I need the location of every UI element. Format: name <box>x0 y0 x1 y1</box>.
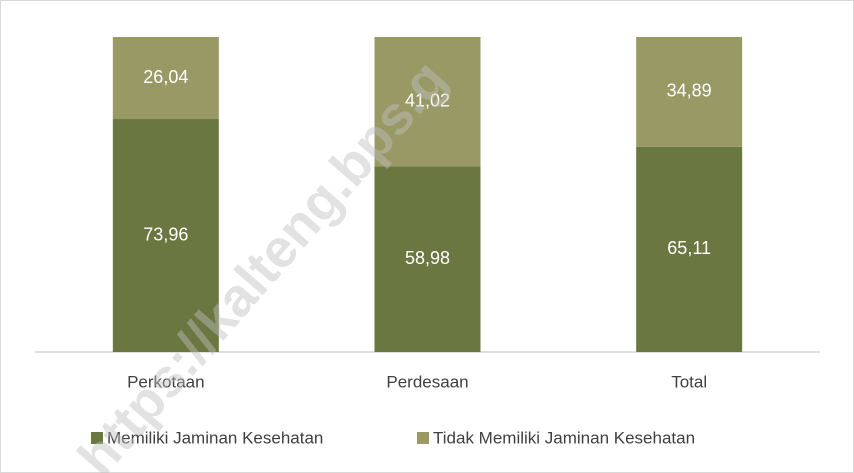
x-tick-label: Perkotaan <box>127 372 205 391</box>
legend-label: Tidak Memiliki Jaminan Kesehatan <box>433 428 695 447</box>
legend-swatch <box>91 432 103 444</box>
data-label: 41,02 <box>405 90 450 110</box>
data-label: 26,04 <box>143 67 188 87</box>
bar-segment <box>636 37 743 147</box>
bar-segment <box>636 146 743 352</box>
bar-segment <box>112 119 219 352</box>
data-label: 73,96 <box>143 224 188 244</box>
legend-swatch <box>417 432 429 444</box>
x-tick-label: Perdesaan <box>386 372 468 391</box>
data-label: 65,11 <box>667 238 711 258</box>
bar-segment <box>374 37 481 167</box>
data-label: 34,89 <box>667 81 712 101</box>
legend-label: Memiliki Jaminan Kesehatan <box>107 428 323 447</box>
data-label: 58,98 <box>405 248 450 268</box>
bar-segment <box>112 37 219 120</box>
x-tick-label: Total <box>671 372 707 391</box>
bar-segment <box>374 166 481 352</box>
